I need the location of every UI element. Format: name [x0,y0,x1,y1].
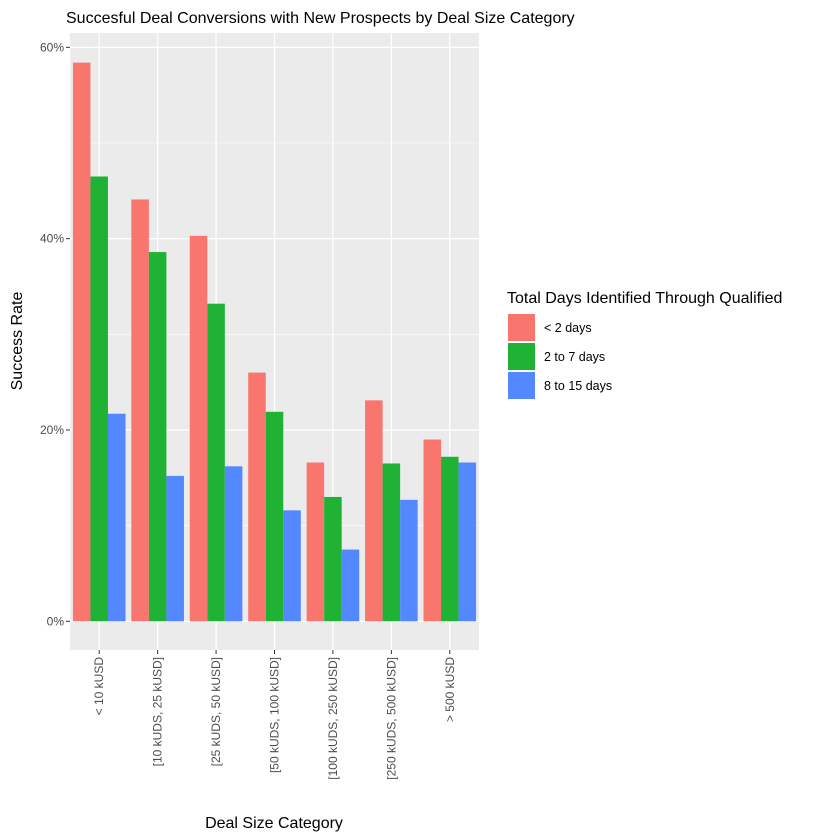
y-tick-label: 40% [40,232,64,246]
x-tick-label: [50 kUDS, 100 kUSD] [268,657,282,773]
bar [107,413,126,622]
bar [72,62,91,622]
bar [341,549,360,622]
x-tick-label: [250 kUDS, 500 kUSD] [384,657,398,780]
x-tick-label: < 10 kUSD [92,657,106,716]
y-tick-label: 60% [40,40,64,54]
legend-label: < 2 days [544,321,592,335]
bar [423,439,442,622]
y-tick-label: 0% [47,614,65,628]
y-axis: 0% 20% 40% 60% [40,40,70,628]
bar [441,456,459,622]
bar [224,466,243,622]
bar [166,475,184,622]
bars [72,62,477,622]
bar [148,252,167,622]
x-tick-label: > 500 kUSD [443,657,457,722]
bar [324,496,342,622]
bar [189,235,208,622]
bar [382,463,401,622]
x-tick-label: [10 kUDS, 25 kUSD] [151,657,165,766]
bar [306,462,325,622]
legend-key [508,372,535,399]
legend-title: Total Days Identified Through Qualified [507,290,782,307]
legend-key [508,343,535,370]
bar [400,499,418,622]
bar [248,372,266,622]
bar [265,411,284,622]
y-tick-label: 20% [40,423,64,437]
bar [131,199,149,622]
bar [365,400,383,622]
bar [90,176,108,622]
bar [207,303,225,622]
legend-key [508,314,535,341]
x-axis: < 10 kUSD [10 kUDS, 25 kUSD] [25 kUDS, 50 … [92,650,457,780]
x-tick-label: [25 kUDS, 50 kUSD] [209,657,223,766]
legend-label: 2 to 7 days [544,350,605,364]
bar [283,510,301,622]
legend: Total Days Identified Through Qualified … [507,290,782,399]
chart-title: Succesful Deal Conversions with New Pros… [66,10,575,27]
x-tick-label: [100 kUDS, 250 kUSD] [326,657,340,780]
bar [458,462,477,622]
y-axis-title: Success Rate [9,292,26,391]
legend-label: 8 to 15 days [544,379,612,393]
x-axis-title: Deal Size Category [205,815,343,832]
